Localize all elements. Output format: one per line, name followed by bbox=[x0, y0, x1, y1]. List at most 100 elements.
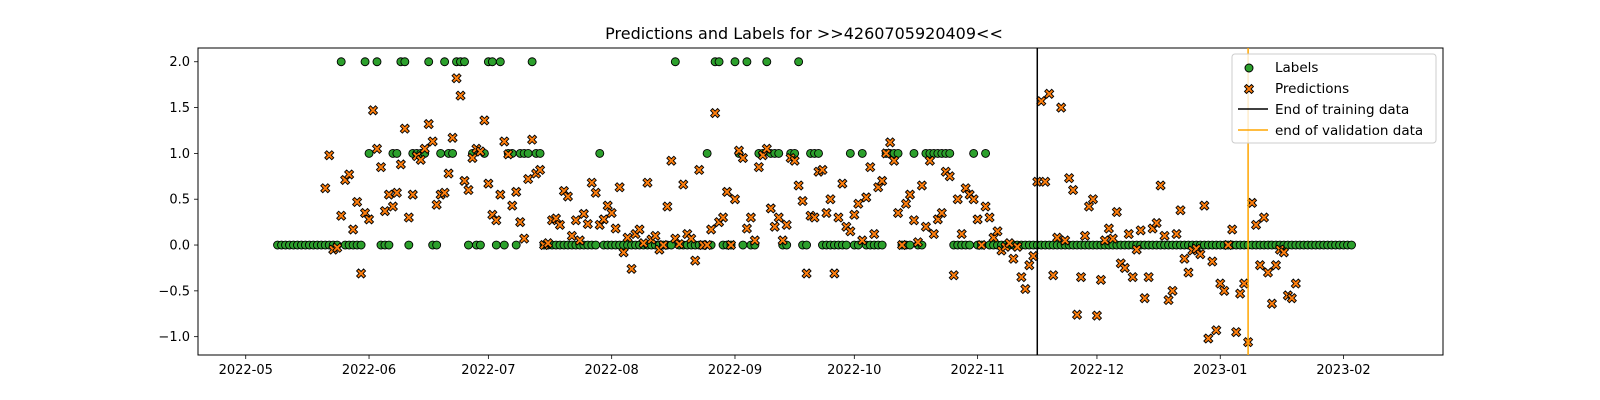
prediction-point bbox=[1139, 293, 1150, 304]
prediction-point bbox=[1286, 293, 1297, 304]
prediction-point bbox=[387, 201, 399, 212]
y-tick-label: 2.0 bbox=[169, 55, 190, 70]
prediction-point bbox=[1290, 278, 1301, 289]
prediction-point bbox=[658, 239, 669, 251]
prediction-point bbox=[407, 189, 418, 200]
prediction-point bbox=[570, 215, 582, 226]
prediction-point bbox=[1155, 180, 1166, 191]
prediction-point bbox=[371, 143, 383, 154]
prediction-point bbox=[892, 207, 904, 219]
prediction-point bbox=[483, 178, 494, 189]
prediction-point bbox=[495, 189, 506, 200]
prediction-point bbox=[773, 212, 784, 223]
legend-predictions-marker bbox=[1243, 83, 1255, 95]
prediction-point bbox=[877, 175, 888, 187]
label-point bbox=[432, 240, 442, 250]
prediction-point bbox=[1258, 212, 1270, 223]
prediction-point bbox=[431, 199, 442, 210]
label-point bbox=[464, 240, 473, 250]
prediction-point bbox=[650, 230, 661, 242]
prediction-point bbox=[1211, 325, 1222, 336]
prediction-point bbox=[1091, 310, 1103, 321]
prediction-point bbox=[1016, 271, 1027, 283]
prediction-point bbox=[944, 171, 955, 182]
prediction-point bbox=[666, 155, 677, 166]
prediction-point bbox=[367, 105, 379, 116]
prediction-point bbox=[1183, 267, 1194, 278]
prediction-point bbox=[1163, 294, 1174, 306]
prediction-point bbox=[956, 228, 967, 240]
prediction-point bbox=[634, 224, 645, 235]
chart-title: Predictions and Labels for >>42607059204… bbox=[605, 24, 1003, 43]
prediction-point bbox=[725, 239, 737, 251]
label-point bbox=[360, 57, 370, 67]
prediction-point bbox=[1059, 235, 1071, 246]
label-point bbox=[460, 57, 469, 67]
label-point bbox=[965, 240, 975, 250]
prediction-point bbox=[1195, 249, 1206, 260]
prediction-point bbox=[845, 226, 856, 237]
prediction-point bbox=[598, 214, 609, 225]
x-tick-label: 2023-02 bbox=[1316, 363, 1370, 378]
label-point bbox=[372, 57, 382, 67]
prediction-point bbox=[515, 216, 526, 228]
prediction-point bbox=[1107, 233, 1118, 244]
prediction-point bbox=[702, 239, 713, 251]
label-point bbox=[424, 57, 434, 67]
prediction-point bbox=[618, 247, 629, 258]
prediction-point bbox=[904, 189, 916, 200]
label-point bbox=[845, 148, 855, 158]
prediction-point bbox=[781, 219, 792, 231]
prediction-point bbox=[936, 207, 947, 219]
prediction-point bbox=[526, 134, 538, 145]
prediction-point bbox=[415, 154, 426, 165]
label-point bbox=[499, 240, 509, 250]
x-tick-label: 2022-09 bbox=[708, 363, 762, 378]
x-tick-label: 2022-08 bbox=[585, 363, 639, 378]
x-tick-label: 2022-07 bbox=[461, 363, 515, 378]
prediction-point bbox=[833, 212, 844, 223]
label-point bbox=[794, 57, 804, 67]
prediction-point bbox=[336, 210, 347, 221]
label-point bbox=[738, 240, 748, 250]
prediction-point bbox=[1123, 228, 1134, 240]
y-tick-label: −1.0 bbox=[158, 330, 190, 345]
label-point bbox=[400, 57, 410, 67]
prediction-point bbox=[562, 191, 574, 202]
labels-series bbox=[273, 57, 1356, 250]
prediction-point bbox=[1250, 219, 1262, 231]
x-tick-label: 2022-12 bbox=[1070, 363, 1124, 378]
label-point bbox=[802, 240, 812, 250]
prediction-point bbox=[443, 168, 454, 179]
prediction-point bbox=[586, 177, 597, 188]
prediction-point bbox=[924, 155, 936, 166]
prediction-point bbox=[900, 198, 912, 209]
label-point bbox=[336, 57, 346, 67]
label-point bbox=[893, 148, 903, 158]
y-tick-label: 1.0 bbox=[169, 147, 190, 162]
prediction-point bbox=[896, 239, 908, 251]
label-point bbox=[384, 240, 394, 250]
prediction-point bbox=[662, 201, 673, 212]
label-point bbox=[1347, 240, 1356, 250]
prediction-point bbox=[1083, 201, 1095, 212]
prediction-point bbox=[347, 224, 359, 235]
prediction-point bbox=[1028, 250, 1039, 262]
prediction-point bbox=[765, 203, 776, 214]
prediction-point bbox=[817, 164, 828, 176]
prediction-point bbox=[1044, 88, 1055, 99]
y-tick-label: 0.5 bbox=[169, 193, 190, 208]
prediction-point bbox=[344, 169, 355, 180]
prediction-point bbox=[1143, 271, 1154, 283]
y-tick-label: −0.5 bbox=[158, 284, 190, 299]
prediction-point bbox=[717, 212, 729, 223]
prediction-point bbox=[761, 143, 772, 154]
prediction-point bbox=[837, 178, 848, 189]
label-point bbox=[857, 148, 867, 158]
prediction-point bbox=[753, 161, 764, 173]
label-point bbox=[440, 57, 450, 67]
legend: Labels Predictions End of training data … bbox=[1231, 53, 1437, 144]
prediction-point bbox=[789, 155, 800, 166]
prediction-point bbox=[749, 235, 761, 246]
